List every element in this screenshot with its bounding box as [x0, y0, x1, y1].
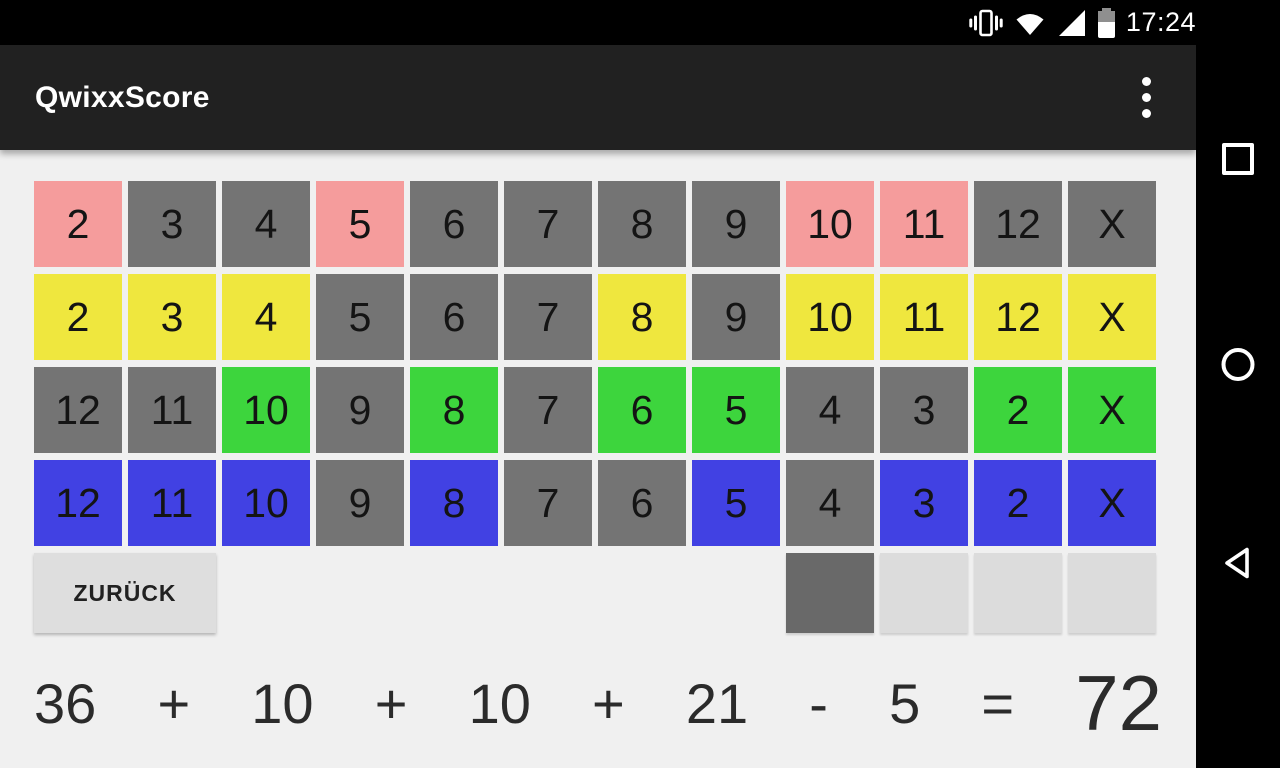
- score-total: 72: [1075, 658, 1162, 747]
- cell-blue-4[interactable]: 4: [786, 460, 874, 546]
- cell-yellow-11[interactable]: 11: [880, 274, 968, 360]
- cell-yellow-7[interactable]: 7: [504, 274, 592, 360]
- penalty-box-4[interactable]: [1068, 553, 1156, 633]
- status-bar: 17:24: [0, 0, 1280, 45]
- cell-blue-11[interactable]: 11: [128, 460, 216, 546]
- cell-yellow-5[interactable]: 5: [316, 274, 404, 360]
- cell-yellow-3[interactable]: 3: [128, 274, 216, 360]
- cell-yellow-x[interactable]: X: [1068, 274, 1156, 360]
- score-term: 10: [468, 671, 531, 735]
- cell-red-x[interactable]: X: [1068, 181, 1156, 267]
- cell-red-9[interactable]: 9: [692, 181, 780, 267]
- cell-blue-6[interactable]: 6: [598, 460, 686, 546]
- cell-green-11[interactable]: 11: [128, 367, 216, 453]
- cell-red-3[interactable]: 3: [128, 181, 216, 267]
- cell-red-11[interactable]: 11: [880, 181, 968, 267]
- cell-red-4[interactable]: 4: [222, 181, 310, 267]
- score-term: =: [981, 671, 1015, 735]
- navigation-bar: [1196, 45, 1280, 768]
- cell-blue-3[interactable]: 3: [880, 460, 968, 546]
- cell-red-6[interactable]: 6: [410, 181, 498, 267]
- penalty-box-2[interactable]: [880, 553, 968, 633]
- cell-yellow-9[interactable]: 9: [692, 274, 780, 360]
- score-term: +: [374, 671, 408, 735]
- cell-blue-x[interactable]: X: [1068, 460, 1156, 546]
- cell-red-7[interactable]: 7: [504, 181, 592, 267]
- score-term: 21: [685, 671, 749, 735]
- cell-yellow-10[interactable]: 10: [786, 274, 874, 360]
- penalty-box-3[interactable]: [974, 553, 1062, 633]
- cellular-signal-icon: [1057, 8, 1087, 38]
- cell-yellow-6[interactable]: 6: [410, 274, 498, 360]
- cell-green-8[interactable]: 8: [410, 367, 498, 453]
- cell-green-5[interactable]: 5: [692, 367, 780, 453]
- cell-green-6[interactable]: 6: [598, 367, 686, 453]
- score-grid: ZURÜCK 2 3 4 5 6 7 8 9 10 11 12 X 2 3 4 5 6 7 8 9 10 11 12 X 12 1…: [34, 181, 1156, 633]
- cell-yellow-12[interactable]: 12: [974, 274, 1062, 360]
- app-bar: QwixxScore: [0, 45, 1196, 150]
- cell-blue-7[interactable]: 7: [504, 460, 592, 546]
- cell-green-2[interactable]: 2: [974, 367, 1062, 453]
- cell-green-10[interactable]: 10: [222, 367, 310, 453]
- cell-blue-2[interactable]: 2: [974, 460, 1062, 546]
- cell-red-8[interactable]: 8: [598, 181, 686, 267]
- cell-yellow-4[interactable]: 4: [222, 274, 310, 360]
- score-term: 10: [251, 671, 314, 735]
- recents-icon[interactable]: [1222, 143, 1254, 175]
- score-term: +: [157, 671, 191, 735]
- cell-green-9[interactable]: 9: [316, 367, 404, 453]
- cell-red-2[interactable]: 2: [34, 181, 122, 267]
- score-formula: 36 +10 +10 +21-5 = 72: [0, 648, 1196, 758]
- wifi-icon: [1014, 8, 1046, 38]
- app-title: QwixxScore: [35, 80, 210, 114]
- cell-red-10[interactable]: 10: [786, 181, 874, 267]
- cell-blue-9[interactable]: 9: [316, 460, 404, 546]
- penalty-box-1[interactable]: [786, 553, 874, 633]
- back-icon[interactable]: [1220, 545, 1256, 586]
- cell-green-x[interactable]: X: [1068, 367, 1156, 453]
- cell-green-12[interactable]: 12: [34, 367, 122, 453]
- score-term: 36: [34, 671, 97, 735]
- status-time: 17:24: [1125, 7, 1196, 37]
- vibrate-icon: [969, 8, 1003, 38]
- zurueck-button[interactable]: ZURÜCK: [34, 553, 216, 633]
- cell-blue-8[interactable]: 8: [410, 460, 498, 546]
- score-term: -: [809, 671, 828, 735]
- cell-red-5[interactable]: 5: [316, 181, 404, 267]
- cell-red-12[interactable]: 12: [974, 181, 1062, 267]
- score-term: 5: [889, 671, 921, 735]
- battery-icon: [1097, 7, 1115, 38]
- cell-green-3[interactable]: 3: [880, 367, 968, 453]
- cell-blue-5[interactable]: 5: [692, 460, 780, 546]
- cell-yellow-2[interactable]: 2: [34, 274, 122, 360]
- content-area: ZURÜCK 2 3 4 5 6 7 8 9 10 11 12 X 2 3 4 5 6 7 8 9 10 11 12 X 12 1…: [0, 150, 1196, 768]
- cell-blue-10[interactable]: 10: [222, 460, 310, 546]
- cell-green-7[interactable]: 7: [504, 367, 592, 453]
- score-term: +: [592, 671, 625, 735]
- overflow-menu-icon[interactable]: [1126, 68, 1166, 128]
- cell-yellow-8[interactable]: 8: [598, 274, 686, 360]
- cell-green-4[interactable]: 4: [786, 367, 874, 453]
- home-icon[interactable]: [1221, 348, 1255, 381]
- cell-blue-12[interactable]: 12: [34, 460, 122, 546]
